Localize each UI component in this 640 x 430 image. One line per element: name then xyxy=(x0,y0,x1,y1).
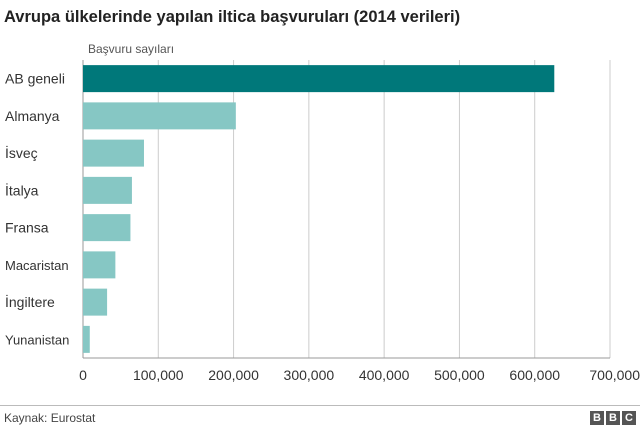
x-tick-label: 100,000 xyxy=(133,367,184,383)
bbc-logo-letter: B xyxy=(590,411,604,425)
category-label: Yunanistan xyxy=(5,332,69,347)
bbc-logo: B B C xyxy=(590,411,636,425)
bar-chart: AB geneli Almanya İsveç İtalya Fransa Macaris… xyxy=(5,60,640,383)
bar xyxy=(83,251,116,279)
category-label: Almanya xyxy=(5,108,60,124)
bbc-logo-letter: C xyxy=(622,411,636,425)
footer-divider xyxy=(0,405,640,406)
x-tick-label: 600,000 xyxy=(509,367,560,383)
category-label: İsveç xyxy=(5,144,38,161)
bbc-logo-letter: B xyxy=(606,411,620,425)
category-label: İtalya xyxy=(5,181,39,198)
source-note: Kaynak: Eurostat xyxy=(4,411,96,425)
x-tick-label: 400,000 xyxy=(359,367,410,383)
chart-title: Avrupa ülkelerinde yapılan iltica başvur… xyxy=(4,8,461,26)
x-tick-label: 300,000 xyxy=(284,367,335,383)
axis-label: Başvuru sayıları xyxy=(88,42,175,56)
x-tick-label: 200,000 xyxy=(208,367,259,383)
bar xyxy=(83,102,236,130)
x-tick-label: 500,000 xyxy=(434,367,485,383)
bar xyxy=(83,214,131,242)
x-tick-label: 0 xyxy=(79,367,87,383)
bar xyxy=(83,176,132,204)
bar xyxy=(83,288,108,316)
bar xyxy=(83,139,144,167)
category-label: İngiltere xyxy=(5,293,55,310)
category-label: Fransa xyxy=(5,220,49,236)
category-label: Macaristan xyxy=(5,258,69,273)
bar xyxy=(83,65,555,93)
category-label: AB geneli xyxy=(5,71,65,87)
x-tick-label: 700,000 xyxy=(589,367,640,383)
bar xyxy=(83,325,90,353)
